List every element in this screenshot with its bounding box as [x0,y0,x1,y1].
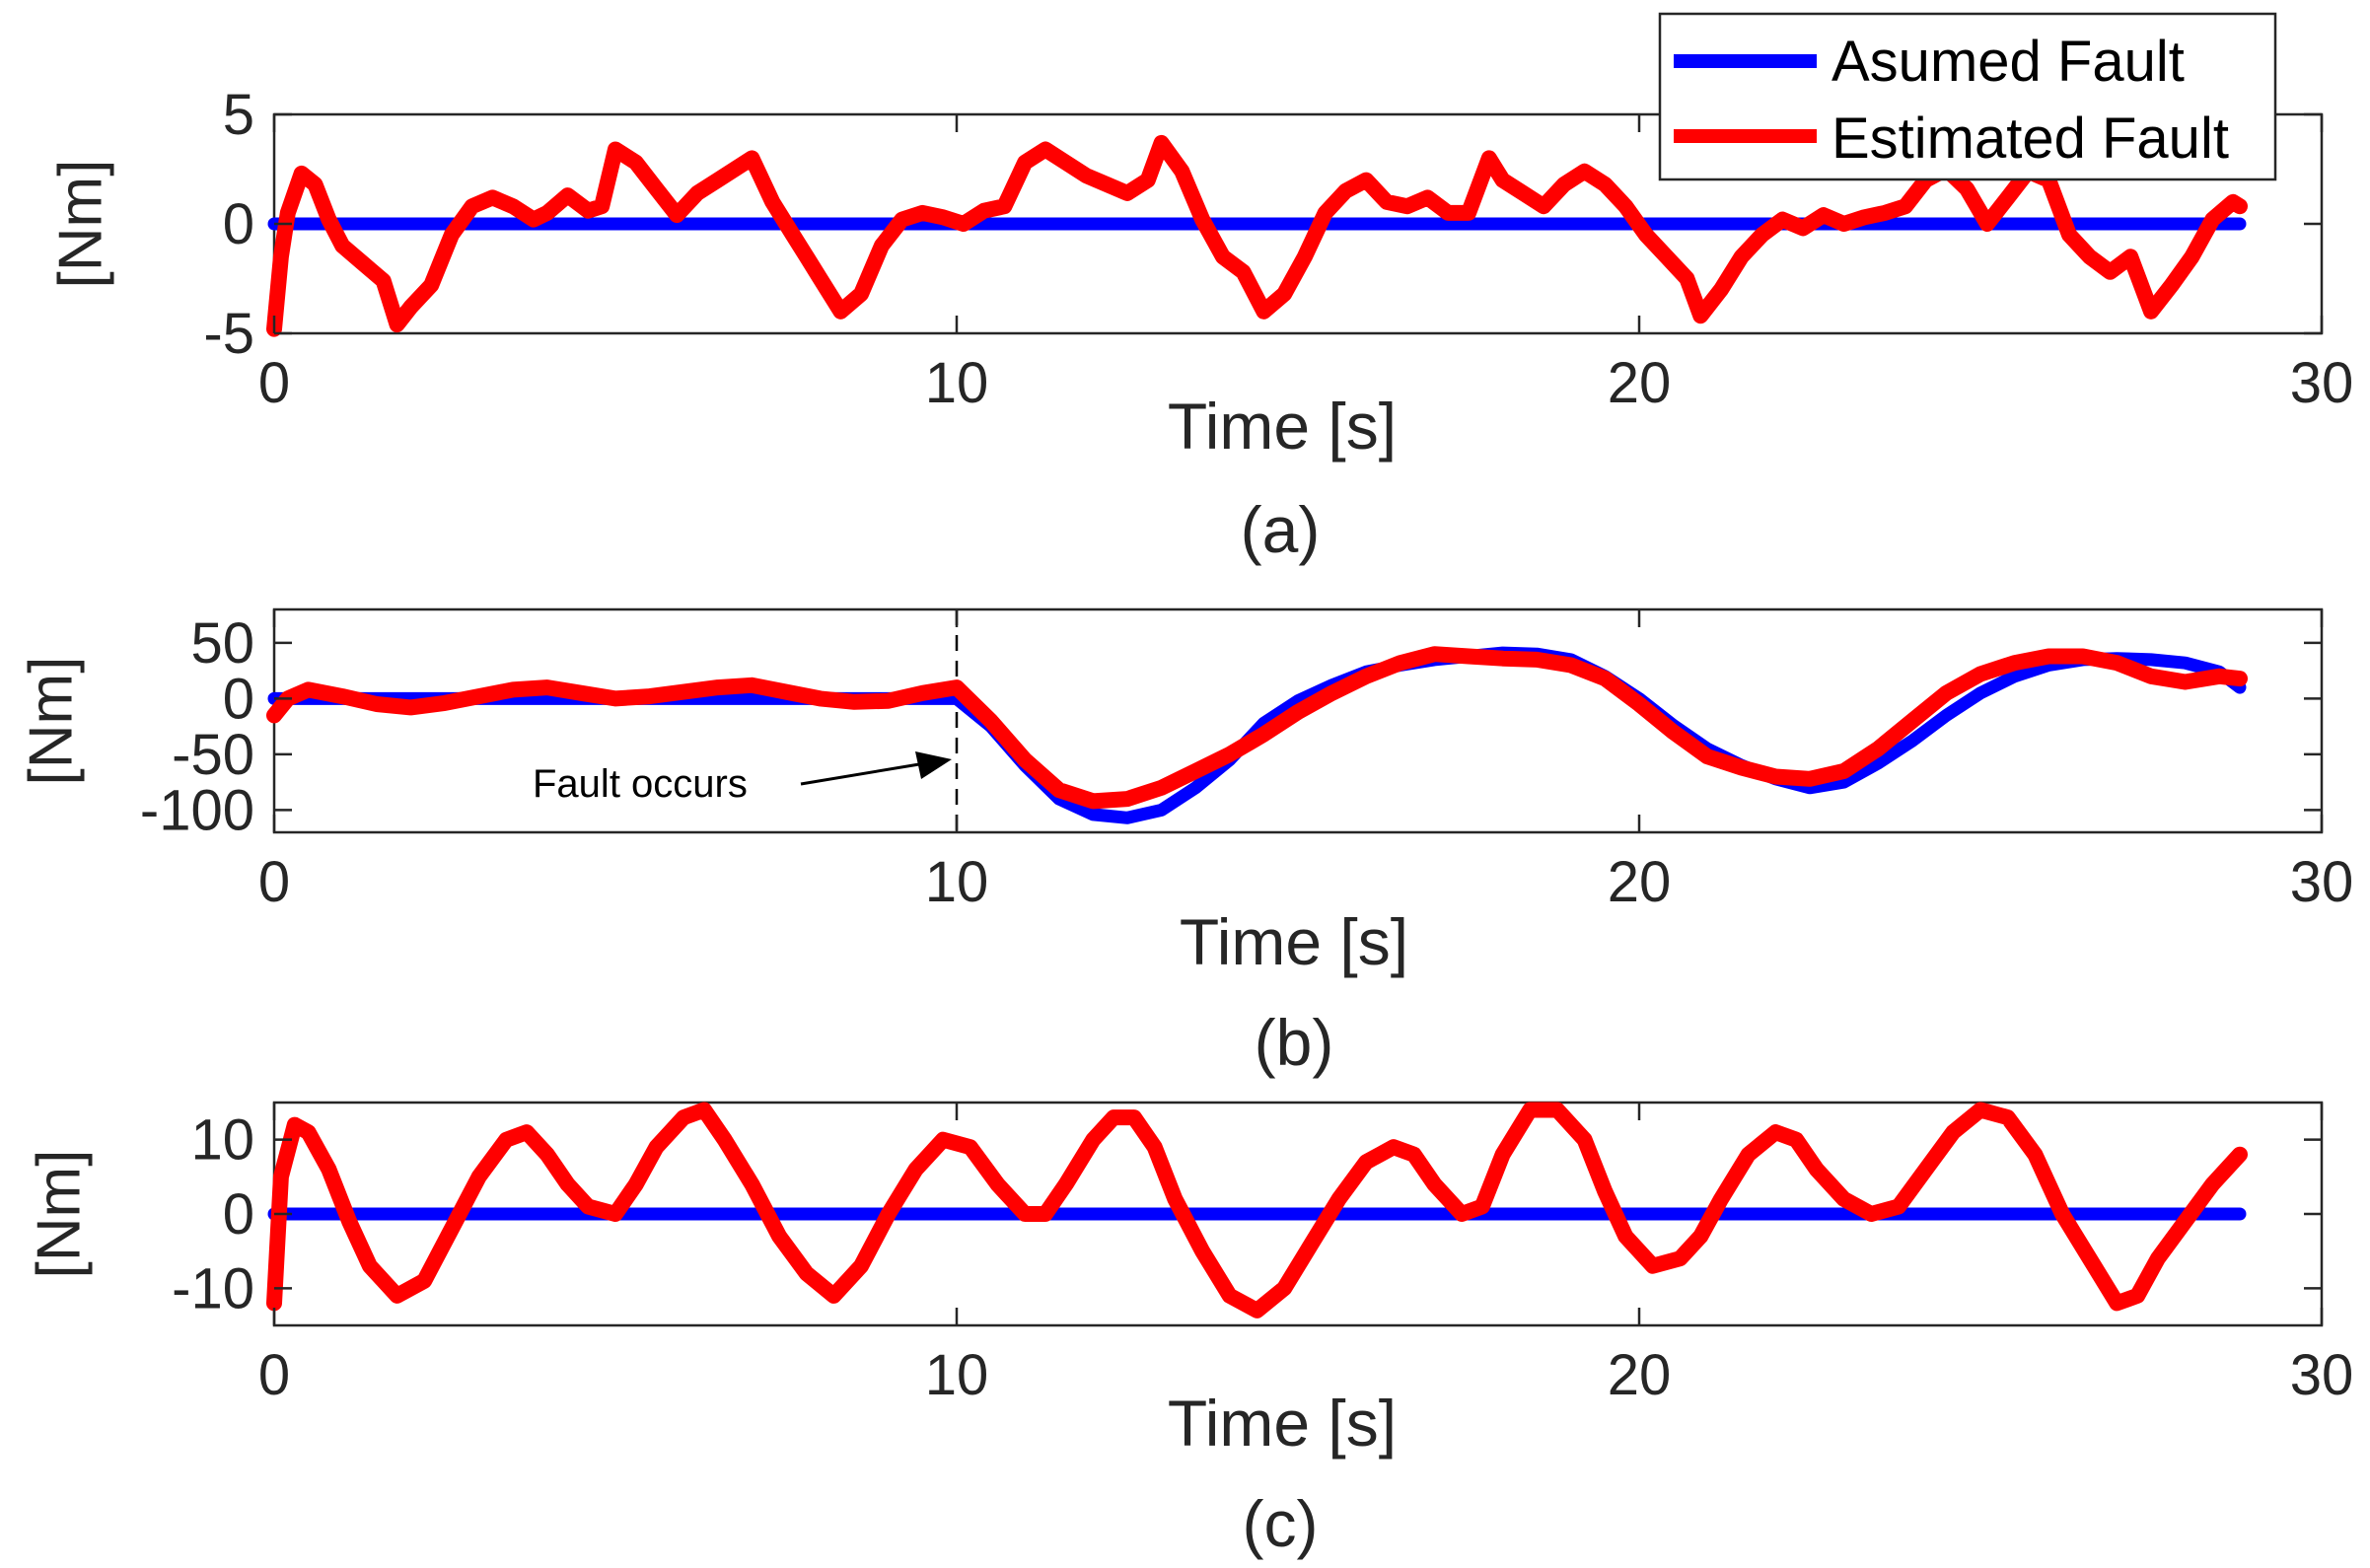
y-tick-label-b: 50 [190,611,254,676]
series-estimated-line-a [266,134,2248,337]
x-tick-label-a: 20 [1608,351,1672,415]
legend-box [1658,12,2277,181]
series-layer-a [266,134,2248,337]
y-tick-label-a: 0 [223,192,254,256]
fault-annotation-arrow-head [915,751,952,779]
fault-annotation-arrow-shaft [800,762,920,786]
y-axis-label-b: [Nm] [17,657,85,786]
y-tick-label-c: -10 [172,1256,254,1320]
caption-b: (b) [1255,1006,1334,1079]
x-tick-label-a: 30 [2290,351,2354,415]
fault-annotation: Fault occurs [533,751,952,806]
legend-label-estimated: Estimated Fault [1831,107,2229,171]
x-axis-label-a: Time [s] [1168,390,1397,463]
y-tick-label-b: -50 [172,723,254,787]
x-axis-label-b: Time [s] [1180,905,1408,978]
x-tick-label-b: 10 [925,850,989,914]
x-tick-label-a: 0 [258,351,290,415]
caption-c: (c) [1243,1487,1319,1560]
series-estimated-line-b [266,646,2248,810]
x-tick-label-c: 10 [925,1343,989,1407]
x-tick-label-c: 20 [1608,1343,1672,1407]
legend-label-asumed: Asumed Fault [1831,30,2185,94]
y-tick-label-c: 10 [190,1108,254,1173]
series-estimated-line-c [266,1102,2248,1319]
x-tick-label-c: 0 [258,1343,290,1407]
x-tick-label-b: 0 [258,850,290,914]
x-tick-label-b: 20 [1608,850,1672,914]
y-axis-label-c: [Nm] [25,1150,93,1279]
legend: Asumed Fault Estimated Fault [1658,12,2277,181]
y-axis-label-a: [Nm] [46,160,114,289]
x-tick-label-a: 10 [925,351,989,415]
x-axis-label-c: Time [s] [1168,1387,1397,1460]
y-tick-label-a: 5 [223,83,254,147]
series-layer-b [266,646,2248,824]
caption-a: (a) [1241,493,1321,566]
x-tick-label-b: 30 [2290,850,2354,914]
fault-annotation-text: Fault occurs [533,762,748,806]
y-tick-label-b: -100 [140,778,254,842]
y-tick-label-b: 0 [223,667,254,731]
x-tick-label-c: 30 [2290,1343,2354,1407]
y-tick-label-c: 0 [223,1182,254,1247]
y-tick-label-a: -5 [203,302,254,366]
series-layer-c [266,1102,2248,1319]
